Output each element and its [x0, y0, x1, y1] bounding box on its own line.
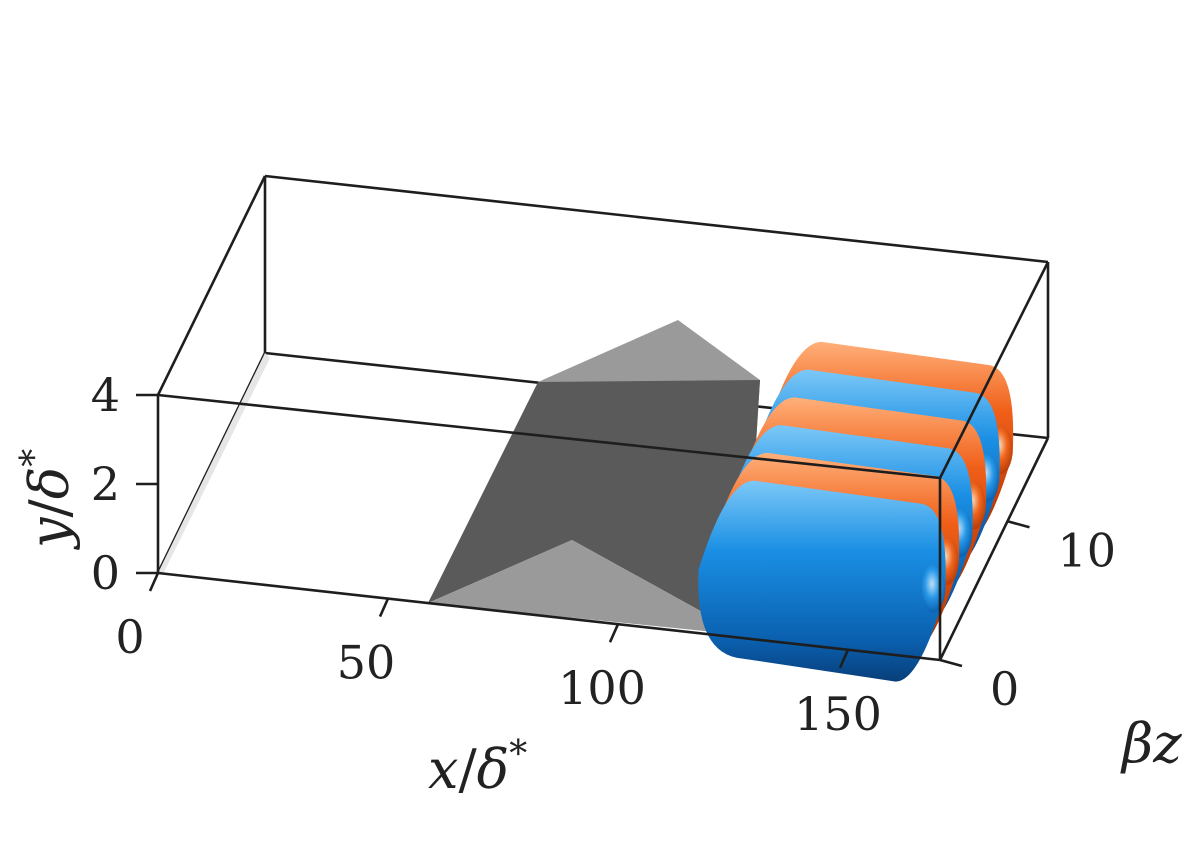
x-tick-mark	[378, 598, 390, 618]
x-tick-label: 100	[558, 661, 646, 715]
z-tick-label: 10	[1058, 523, 1117, 577]
box-front-edges	[156, 261, 1050, 662]
floor-shadow	[158, 353, 270, 574]
streak-end-cap	[921, 564, 946, 613]
z-tick-label: 0	[990, 662, 1019, 716]
z-axis-ticks: 0 10	[939, 519, 1117, 716]
y-axis-ticks: 0 2 4	[91, 368, 158, 600]
x-tick-mark	[608, 623, 620, 643]
x-tick-mark	[838, 649, 850, 669]
roughness-front-face	[428, 380, 760, 635]
roughness-element	[428, 320, 760, 635]
x-axis-ticks: 0 50 100 150	[115, 572, 882, 741]
y-tick-label: 0	[91, 546, 120, 600]
streak-body	[698, 480, 946, 682]
x-tick-label: 150	[794, 687, 882, 741]
x-tick-label: 0	[115, 610, 144, 664]
negative-streak	[698, 480, 946, 682]
y-axis-label: y/δ*	[14, 449, 81, 550]
y-tick-label: 2	[91, 457, 120, 511]
y-tick-label: 4	[91, 368, 120, 422]
z-axis-label: βz	[1120, 712, 1182, 775]
x-tick-mark	[148, 572, 160, 592]
z-tick-mark	[939, 658, 963, 668]
x-tick-label: 50	[337, 636, 396, 690]
x-axis-label: x/δ*	[428, 734, 527, 801]
z-tick-mark	[1007, 519, 1030, 529]
roughness-lower-face	[428, 540, 744, 635]
